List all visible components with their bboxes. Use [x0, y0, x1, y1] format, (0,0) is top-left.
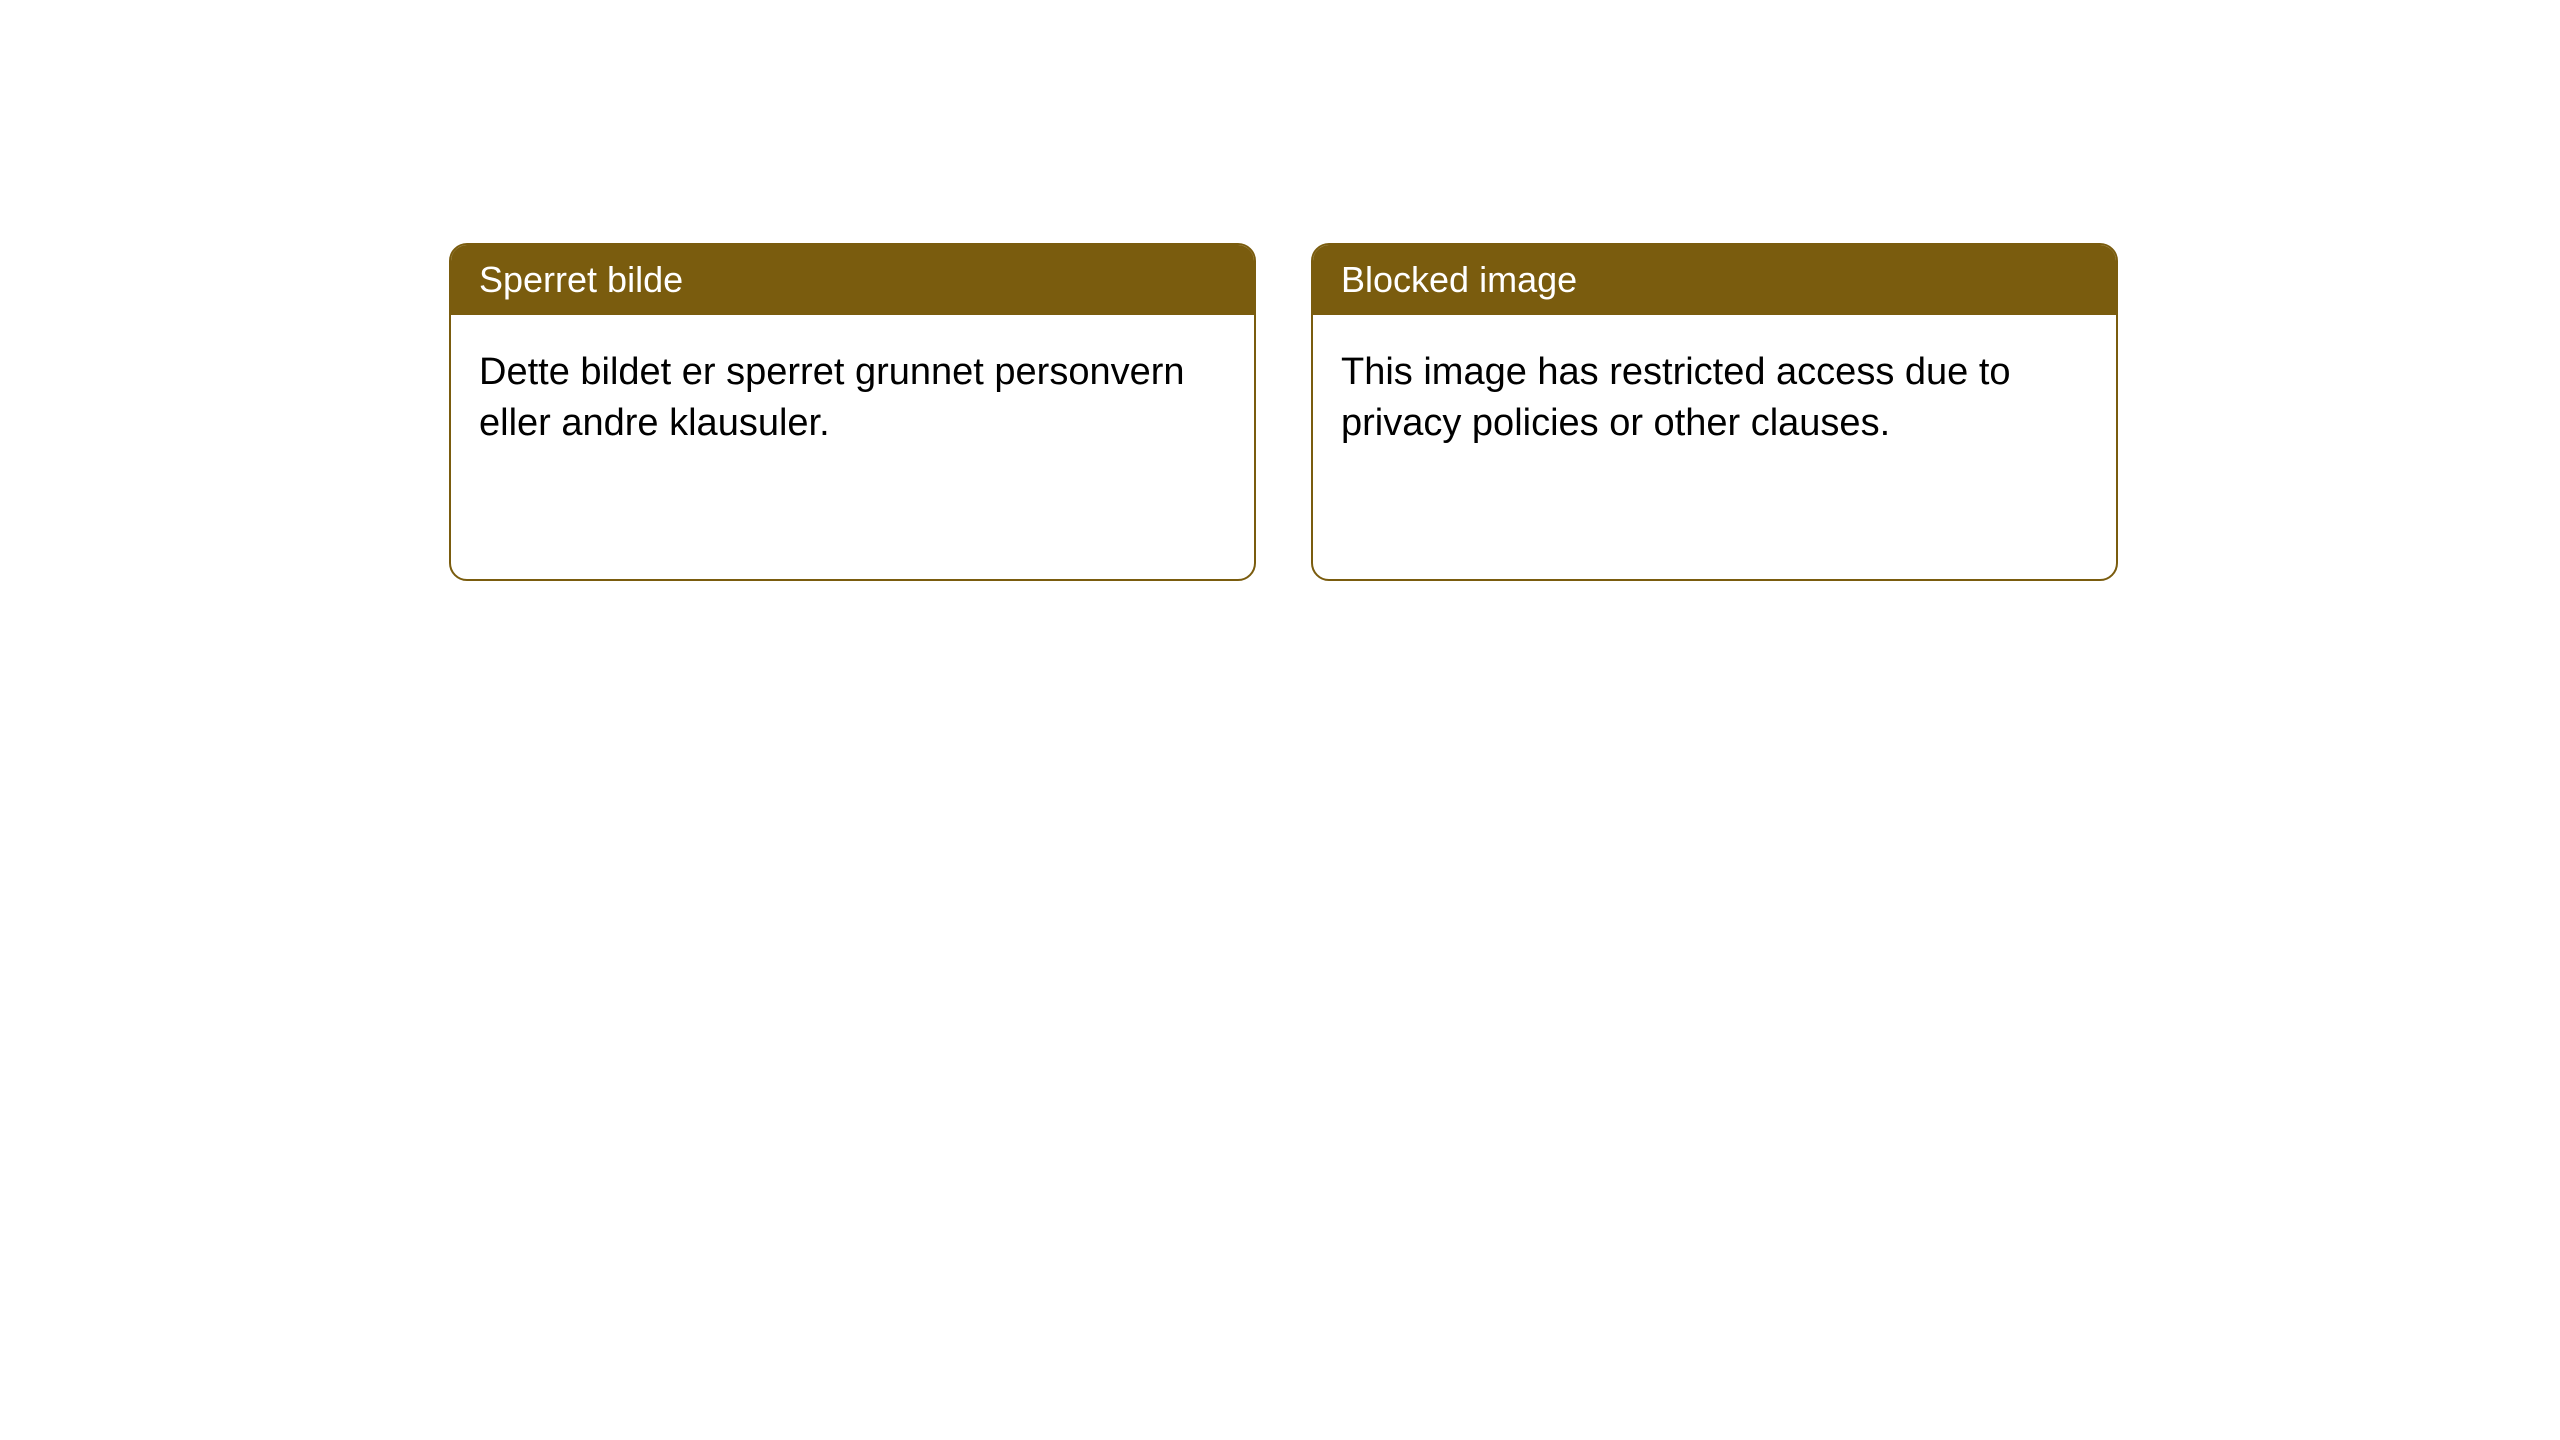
card-body-english: This image has restricted access due to … — [1313, 315, 2116, 482]
blocked-image-card-english: Blocked image This image has restricted … — [1311, 243, 2118, 581]
blocked-image-card-norwegian: Sperret bilde Dette bildet er sperret gr… — [449, 243, 1256, 581]
card-body-text: Dette bildet er sperret grunnet personve… — [479, 351, 1185, 444]
notice-container: Sperret bilde Dette bildet er sperret gr… — [0, 0, 2560, 581]
card-body-norwegian: Dette bildet er sperret grunnet personve… — [451, 315, 1254, 482]
card-body-text: This image has restricted access due to … — [1341, 351, 2011, 444]
card-header-text: Sperret bilde — [479, 259, 683, 300]
card-header-english: Blocked image — [1313, 245, 2116, 315]
card-header-text: Blocked image — [1341, 259, 1577, 300]
card-header-norwegian: Sperret bilde — [451, 245, 1254, 315]
